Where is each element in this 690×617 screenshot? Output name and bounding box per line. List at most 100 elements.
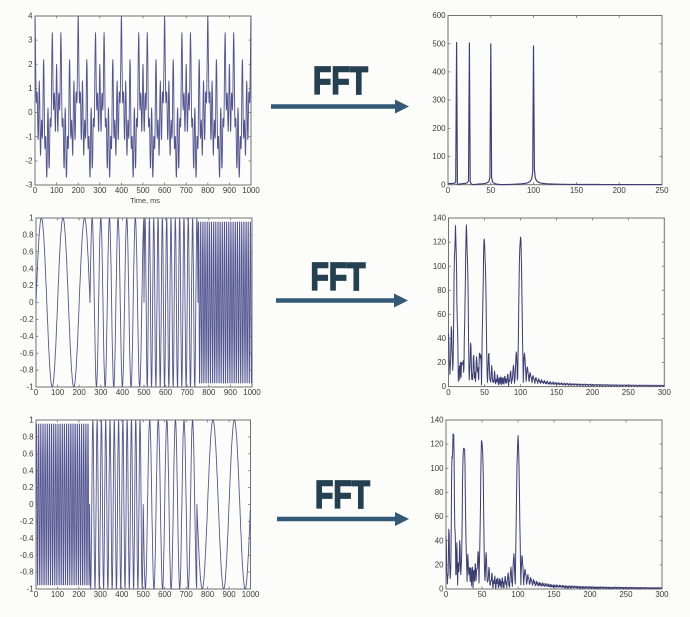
svg-text:20: 20 xyxy=(437,358,446,367)
svg-text:1000: 1000 xyxy=(242,590,260,599)
svg-text:0.4: 0.4 xyxy=(23,264,35,273)
svg-text:-3: -3 xyxy=(25,181,33,190)
svg-text:60: 60 xyxy=(435,512,444,521)
svg-text:500: 500 xyxy=(137,590,151,599)
svg-text:0: 0 xyxy=(29,500,34,509)
svg-text:700: 700 xyxy=(180,186,194,195)
svg-text:3: 3 xyxy=(28,36,33,45)
svg-text:400: 400 xyxy=(116,388,130,397)
svg-text:-1: -1 xyxy=(25,132,32,141)
svg-text:20: 20 xyxy=(435,561,444,570)
svg-text:0: 0 xyxy=(34,590,39,599)
svg-text:100: 100 xyxy=(432,152,446,161)
svg-text:1000: 1000 xyxy=(242,186,260,195)
svg-text:-0.2: -0.2 xyxy=(20,517,34,526)
svg-text:FFT: FFT xyxy=(311,256,366,299)
svg-text:40: 40 xyxy=(437,334,446,343)
svg-text:FFT: FFT xyxy=(315,474,370,517)
svg-text:0: 0 xyxy=(34,388,39,397)
svg-text:600: 600 xyxy=(159,388,173,397)
svg-text:150: 150 xyxy=(570,186,584,195)
svg-text:0.4: 0.4 xyxy=(23,466,35,475)
svg-text:1000: 1000 xyxy=(243,388,261,397)
svg-text:500: 500 xyxy=(432,39,446,48)
svg-text:200: 200 xyxy=(72,186,86,195)
svg-text:300: 300 xyxy=(94,388,108,397)
svg-text:900: 900 xyxy=(223,186,237,195)
svg-text:-0.6: -0.6 xyxy=(20,551,34,560)
svg-text:600: 600 xyxy=(432,11,446,20)
svg-text:100: 100 xyxy=(51,388,65,397)
svg-text:50: 50 xyxy=(480,388,489,397)
svg-text:0.8: 0.8 xyxy=(23,433,35,442)
svg-text:0: 0 xyxy=(442,382,447,391)
svg-text:4: 4 xyxy=(28,12,33,21)
svg-text:0.2: 0.2 xyxy=(23,281,34,290)
svg-text:250: 250 xyxy=(622,388,636,397)
svg-text:120: 120 xyxy=(430,440,444,449)
svg-text:100: 100 xyxy=(433,262,447,271)
svg-text:0: 0 xyxy=(33,186,38,195)
svg-text:2: 2 xyxy=(28,60,32,69)
svg-text:0.6: 0.6 xyxy=(23,247,35,256)
svg-text:150: 150 xyxy=(550,388,564,397)
svg-text:-0.4: -0.4 xyxy=(20,332,34,341)
svg-text:-0.2: -0.2 xyxy=(20,315,34,324)
svg-text:150: 150 xyxy=(547,590,561,599)
svg-text:300: 300 xyxy=(93,186,107,195)
svg-text:200: 200 xyxy=(72,590,86,599)
svg-text:250: 250 xyxy=(619,590,633,599)
svg-text:0: 0 xyxy=(446,186,451,195)
svg-text:40: 40 xyxy=(435,536,444,545)
svg-text:200: 200 xyxy=(432,124,446,133)
svg-text:0: 0 xyxy=(446,388,451,397)
svg-text:0.2: 0.2 xyxy=(23,483,34,492)
svg-text:0.8: 0.8 xyxy=(23,231,35,240)
svg-text:120: 120 xyxy=(433,238,447,247)
svg-text:0: 0 xyxy=(441,180,446,189)
svg-text:900: 900 xyxy=(223,590,237,599)
svg-text:600: 600 xyxy=(158,590,172,599)
svg-text:-0.8: -0.8 xyxy=(20,568,34,577)
svg-text:60: 60 xyxy=(437,310,446,319)
svg-text:100: 100 xyxy=(527,186,541,195)
svg-text:0: 0 xyxy=(28,108,33,117)
svg-text:800: 800 xyxy=(201,186,215,195)
svg-text:Time, ms: Time, ms xyxy=(130,196,160,205)
svg-text:1: 1 xyxy=(29,214,33,223)
svg-text:200: 200 xyxy=(586,388,600,397)
svg-text:300: 300 xyxy=(94,590,108,599)
svg-text:400: 400 xyxy=(115,590,129,599)
svg-text:800: 800 xyxy=(202,388,216,397)
svg-text:80: 80 xyxy=(437,286,446,295)
svg-text:300: 300 xyxy=(655,590,669,599)
svg-text:140: 140 xyxy=(433,214,447,223)
svg-text:200: 200 xyxy=(73,388,87,397)
svg-text:1: 1 xyxy=(28,84,32,93)
svg-text:700: 700 xyxy=(180,590,194,599)
svg-text:500: 500 xyxy=(137,388,151,397)
svg-text:100: 100 xyxy=(514,388,528,397)
svg-text:250: 250 xyxy=(655,186,669,195)
svg-text:200: 200 xyxy=(583,590,597,599)
svg-text:-1: -1 xyxy=(26,383,33,392)
svg-text:50: 50 xyxy=(478,590,487,599)
svg-text:0: 0 xyxy=(439,585,444,594)
svg-text:-1: -1 xyxy=(26,585,33,594)
svg-text:800: 800 xyxy=(201,590,215,599)
svg-text:1: 1 xyxy=(29,416,33,425)
svg-text:-2: -2 xyxy=(25,157,32,166)
svg-text:-0.4: -0.4 xyxy=(20,534,34,543)
svg-text:300: 300 xyxy=(432,96,446,105)
svg-text:-0.6: -0.6 xyxy=(20,349,34,358)
svg-text:500: 500 xyxy=(136,186,150,195)
svg-text:300: 300 xyxy=(658,388,672,397)
svg-text:140: 140 xyxy=(430,416,444,425)
svg-text:900: 900 xyxy=(224,388,238,397)
svg-text:0: 0 xyxy=(29,298,34,307)
svg-text:700: 700 xyxy=(181,388,195,397)
svg-text:200: 200 xyxy=(613,186,627,195)
svg-text:0: 0 xyxy=(444,590,449,599)
svg-text:100: 100 xyxy=(51,590,65,599)
svg-text:100: 100 xyxy=(511,590,525,599)
